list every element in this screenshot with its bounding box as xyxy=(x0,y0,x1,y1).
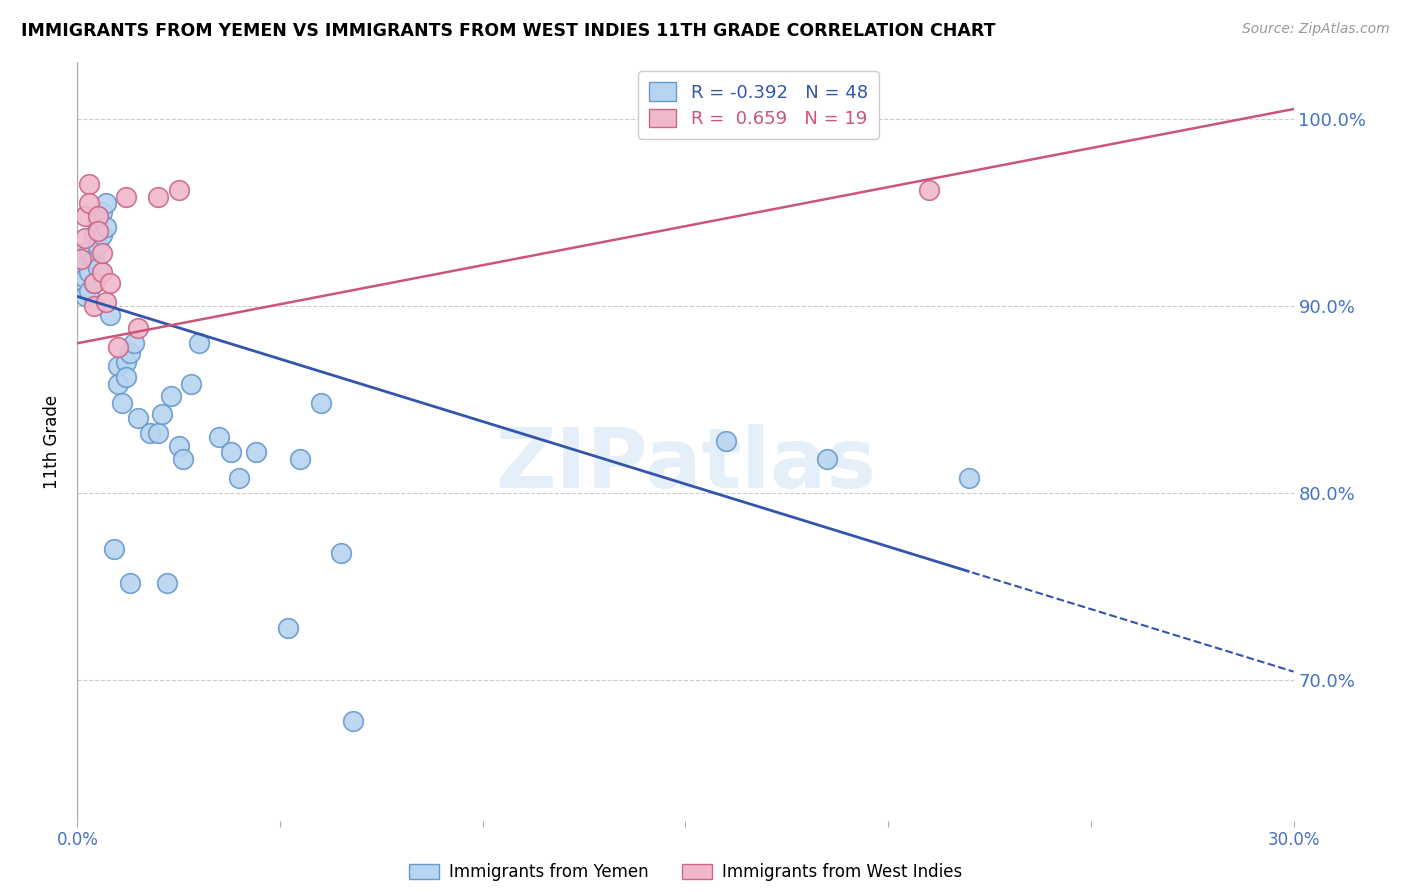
Point xyxy=(342,714,364,729)
Point xyxy=(83,252,105,266)
Text: Source: ZipAtlas.com: Source: ZipAtlas.com xyxy=(1241,22,1389,37)
Point xyxy=(115,370,138,384)
Point xyxy=(111,396,134,410)
Point xyxy=(90,246,112,260)
Point xyxy=(115,190,138,204)
Point xyxy=(815,452,838,467)
Point xyxy=(70,261,93,276)
Point xyxy=(180,377,202,392)
Point xyxy=(118,575,141,590)
Point xyxy=(127,411,149,425)
Point xyxy=(122,336,145,351)
Point xyxy=(83,299,105,313)
Point xyxy=(172,452,194,467)
Text: IMMIGRANTS FROM YEMEN VS IMMIGRANTS FROM WEST INDIES 11TH GRADE CORRELATION CHAR: IMMIGRANTS FROM YEMEN VS IMMIGRANTS FROM… xyxy=(21,22,995,40)
Point xyxy=(70,252,93,266)
Point xyxy=(79,177,101,191)
Point xyxy=(918,183,941,197)
Point xyxy=(90,227,112,242)
Point xyxy=(90,205,112,219)
Text: ZIPatlas: ZIPatlas xyxy=(495,424,876,505)
Point xyxy=(107,359,129,373)
Point xyxy=(167,439,190,453)
Point xyxy=(115,355,138,369)
Point xyxy=(152,408,174,422)
Point xyxy=(79,284,101,298)
Point xyxy=(957,471,980,485)
Legend: Immigrants from Yemen, Immigrants from West Indies: Immigrants from Yemen, Immigrants from W… xyxy=(402,857,969,888)
Point xyxy=(221,445,243,459)
Point xyxy=(167,183,190,197)
Point xyxy=(86,224,108,238)
Point xyxy=(290,452,312,467)
Point xyxy=(148,190,170,204)
Point xyxy=(245,445,267,459)
Point xyxy=(329,546,352,560)
Point xyxy=(309,396,332,410)
Point xyxy=(79,195,101,210)
Point xyxy=(83,227,105,242)
Point xyxy=(86,209,108,223)
Point xyxy=(75,231,97,245)
Point xyxy=(75,289,97,303)
Point xyxy=(98,277,121,291)
Point xyxy=(75,209,97,223)
Point xyxy=(94,195,117,210)
Point xyxy=(79,265,101,279)
Point xyxy=(107,340,129,354)
Y-axis label: 11th Grade: 11th Grade xyxy=(44,394,62,489)
Point xyxy=(139,426,162,441)
Point xyxy=(94,220,117,235)
Point xyxy=(118,345,141,359)
Point xyxy=(155,575,177,590)
Point xyxy=(228,471,250,485)
Point xyxy=(75,270,97,285)
Point xyxy=(148,426,170,441)
Point xyxy=(277,621,299,635)
Point xyxy=(90,265,112,279)
Point xyxy=(86,214,108,228)
Point xyxy=(837,120,859,135)
Point xyxy=(208,430,231,444)
Point xyxy=(159,389,181,403)
Point xyxy=(83,277,105,291)
Point xyxy=(127,321,149,335)
Point xyxy=(103,542,125,557)
Point xyxy=(714,434,737,448)
Point xyxy=(94,295,117,310)
Point xyxy=(98,308,121,322)
Point xyxy=(79,243,101,257)
Point xyxy=(86,261,108,276)
Point xyxy=(86,239,108,253)
Point xyxy=(188,336,211,351)
Point xyxy=(83,277,105,291)
Point xyxy=(107,377,129,392)
